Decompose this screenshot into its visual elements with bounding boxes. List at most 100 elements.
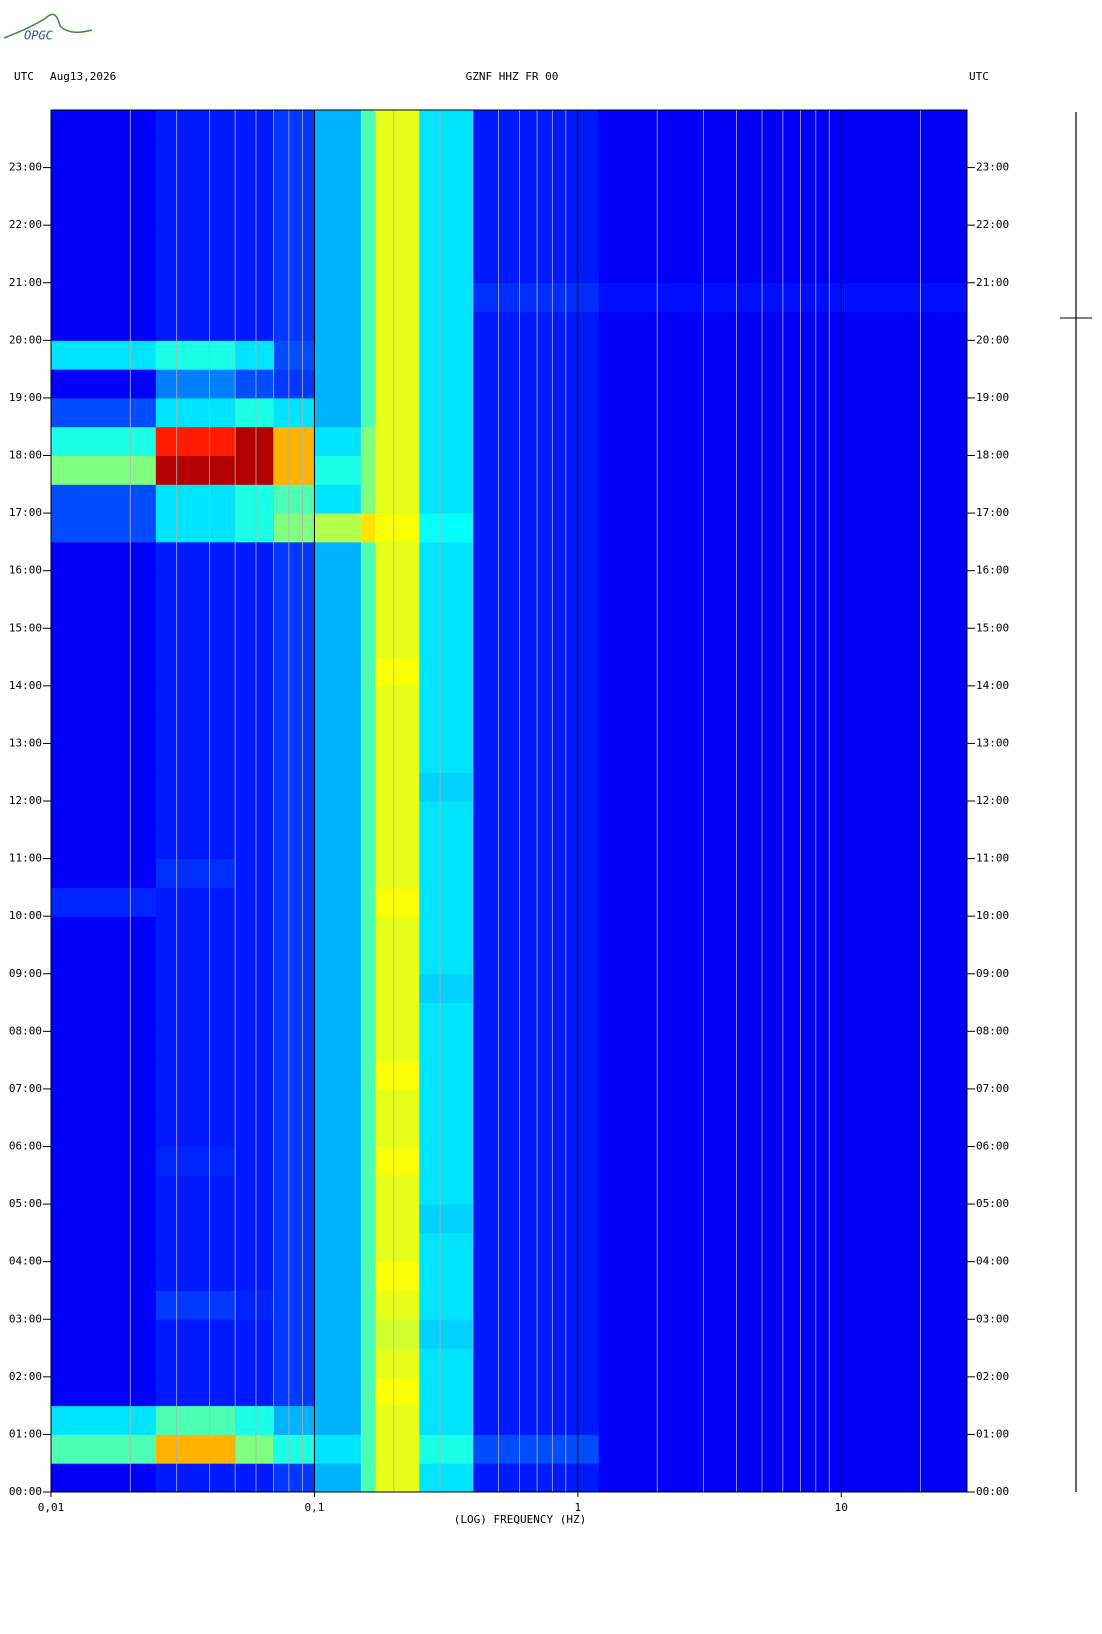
y-tick-label: 08:00 [9,1024,42,1037]
y-tick-label: 16:00 [9,564,42,577]
cell [235,1376,275,1407]
cell [314,397,362,428]
cell [273,1261,315,1291]
cell [51,167,157,197]
cell [473,138,600,169]
y-tick-label: 01:00 [9,1427,42,1440]
cell [235,1319,275,1349]
cell [155,1232,236,1263]
cell [235,714,275,744]
cell [314,887,362,917]
cell [51,397,157,428]
cell [155,685,236,716]
y-tick-label-right: 00:00 [976,1485,1009,1498]
logo: OPGC [3,13,93,43]
cell [235,1232,275,1263]
cell [360,369,376,399]
cell [155,1376,236,1407]
cell [273,541,315,572]
cell [375,772,420,802]
cell [155,167,236,197]
cell [273,340,315,370]
cell [273,916,315,946]
cell [375,1261,420,1291]
cell [273,944,315,975]
cell [375,167,420,197]
y-tick-label-right: 23:00 [976,161,1009,174]
cell [473,1319,600,1349]
cell [314,167,362,197]
cell [273,1348,315,1378]
cell [314,944,362,975]
cell [235,944,275,975]
cell [273,829,315,860]
cell [273,397,315,428]
cell [360,513,376,543]
cell [155,1002,236,1032]
cell [375,513,420,543]
cell [473,657,600,687]
y-tick-label: 20:00 [9,333,42,346]
cell [360,282,376,313]
cell [273,282,315,313]
y-tick-label: 22:00 [9,218,42,231]
cell [375,829,420,860]
cell [314,1117,362,1147]
cell [273,513,315,543]
cell [473,455,600,485]
cell [273,685,315,716]
cell [473,829,600,860]
cell [360,110,376,140]
cell [473,1060,600,1090]
cell [155,1319,236,1349]
cell [360,685,376,716]
cell [419,340,474,370]
cell [375,541,420,572]
cell [419,1348,474,1378]
cell [155,1204,236,1234]
cell [314,772,362,802]
cell [360,916,376,946]
cell [235,858,275,888]
y-tick-label-right: 12:00 [976,794,1009,807]
cell [155,1463,236,1493]
cell [273,138,315,169]
cell [235,369,275,399]
cell [273,1031,315,1061]
cell [375,196,420,226]
cell [360,570,376,600]
cell [273,1434,315,1464]
x-tick-label: 0,1 [304,1501,324,1514]
cell [235,541,275,572]
cell [273,196,315,226]
cell [155,743,236,773]
cell [235,657,275,687]
cell [473,513,600,543]
cell [375,397,420,428]
cell [375,1290,420,1320]
y-tick-label-right: 08:00 [976,1024,1009,1037]
cell [419,541,474,572]
cell [314,1261,362,1291]
cell [314,1204,362,1234]
header-left: UTC [14,70,34,83]
cell [155,944,236,975]
cell [419,1463,474,1493]
cell [473,541,600,572]
y-tick-label-right: 13:00 [976,736,1009,749]
cell [419,714,474,744]
cell [155,1117,236,1147]
cell [235,397,275,428]
cell [360,1060,376,1090]
cell [360,858,376,888]
cell [235,1060,275,1090]
cell [51,1204,157,1234]
cell [473,1376,600,1407]
cell [51,1405,157,1435]
cell [51,1290,157,1320]
cell [473,1261,600,1291]
cell [273,1146,315,1176]
cell [51,1319,157,1349]
cell [375,801,420,831]
cell [314,513,362,543]
